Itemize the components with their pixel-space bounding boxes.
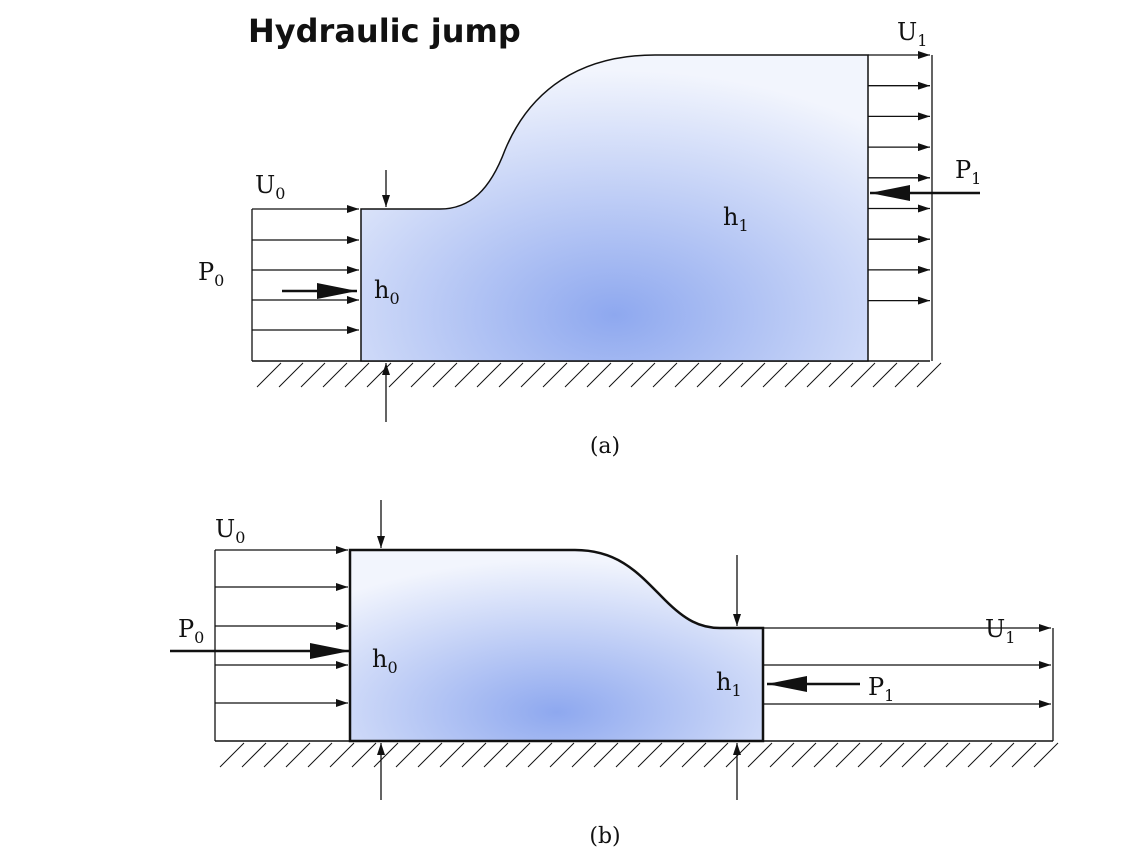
hatch (718, 362, 744, 388)
hatch (747, 742, 773, 768)
hatch (439, 742, 465, 768)
hatch (593, 742, 619, 768)
hatch (461, 742, 487, 768)
hatch (850, 362, 876, 388)
title: Hydraulic jump (248, 12, 521, 50)
hatch (542, 362, 568, 388)
hatch (1011, 742, 1037, 768)
hatch (703, 742, 729, 768)
hatch (476, 362, 502, 388)
hatch (219, 742, 245, 768)
hatch (307, 742, 333, 768)
caption: (b) (589, 824, 620, 849)
hatch (945, 742, 971, 768)
hatch (923, 742, 949, 768)
panel-b: U0 P0 h0 h1 U1 P1 (b) (170, 500, 1059, 849)
hatch (615, 742, 641, 768)
hatch (241, 742, 267, 768)
hatch (828, 362, 854, 388)
hatch (505, 742, 531, 768)
label: U1 (897, 18, 927, 50)
label: U1 (985, 615, 1015, 647)
hatch (681, 742, 707, 768)
hatch (608, 362, 634, 388)
label: h0 (374, 276, 400, 308)
hatch (256, 362, 282, 388)
hatch (652, 362, 678, 388)
hatch (872, 362, 898, 388)
water-region (348, 548, 765, 743)
hatch (549, 742, 575, 768)
hatch (432, 362, 458, 388)
hatch (564, 362, 590, 388)
hatch (769, 742, 795, 768)
hatch (520, 362, 546, 388)
label: P1 (868, 673, 894, 705)
hatch (791, 742, 817, 768)
hatch (300, 362, 326, 388)
water-region (360, 54, 869, 362)
hatch (322, 362, 348, 388)
hatch (835, 742, 861, 768)
hatch (1033, 742, 1059, 768)
label: P0 (198, 258, 224, 290)
label: P0 (178, 615, 204, 647)
label: h0 (372, 645, 398, 677)
hatch (901, 742, 927, 768)
hatch (483, 742, 509, 768)
hatch (366, 362, 392, 388)
label: h1 (723, 203, 749, 235)
hatch (725, 742, 751, 768)
label: h1 (716, 668, 742, 700)
hatch (278, 362, 304, 388)
hatch (674, 362, 700, 388)
hatch (351, 742, 377, 768)
hatch (263, 742, 289, 768)
hatch (630, 362, 656, 388)
hatch (571, 742, 597, 768)
hatch (527, 742, 553, 768)
hatch (637, 742, 663, 768)
hatch (417, 742, 443, 768)
hatch (586, 362, 612, 388)
hatch (498, 362, 524, 388)
hatch (285, 742, 311, 768)
hatch (454, 362, 480, 388)
hatch (989, 742, 1015, 768)
hatch (388, 362, 414, 388)
hatch (784, 362, 810, 388)
panel-a: U0 P0 h0 h1 U1 P1 (a) (198, 18, 981, 459)
hatch (806, 362, 832, 388)
caption: (a) (590, 434, 620, 459)
hatch (329, 742, 355, 768)
hatch (894, 362, 920, 388)
hatch (967, 742, 993, 768)
hatch (344, 362, 370, 388)
hatch (696, 362, 722, 388)
label: P1 (955, 156, 981, 188)
hatch (813, 742, 839, 768)
hatch (740, 362, 766, 388)
hatch (916, 362, 942, 388)
hatch (762, 362, 788, 388)
label: U0 (215, 515, 245, 547)
hatch (410, 362, 436, 388)
hatch (395, 742, 421, 768)
hatch (373, 742, 399, 768)
hatch (857, 742, 883, 768)
hatch (659, 742, 685, 768)
hatch (879, 742, 905, 768)
label: U0 (255, 171, 285, 203)
